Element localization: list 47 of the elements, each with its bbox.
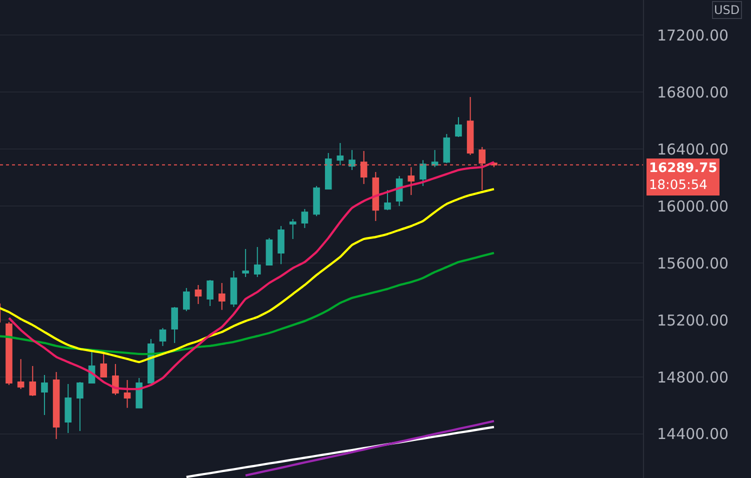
candlestick	[372, 172, 380, 222]
line-series	[8, 160, 496, 390]
text: USD	[714, 3, 740, 17]
candlestick	[324, 152, 332, 190]
ref-line-label: 16289.75	[649, 161, 718, 176]
candlestick	[254, 246, 261, 278]
y-tick-label: 14800.00	[657, 368, 729, 386]
y-tick-label: 15200.00	[657, 311, 729, 330]
candlestick	[420, 160, 426, 187]
y-tick-label: 14400.00	[657, 425, 729, 444]
candlestick	[64, 384, 72, 434]
candlestick	[301, 208, 308, 229]
candlestick	[313, 186, 320, 217]
candlestick	[29, 366, 36, 396]
candlestick	[17, 358, 24, 390]
candlestick	[76, 382, 84, 432]
candlestick	[171, 306, 178, 344]
candlestick	[443, 134, 450, 164]
candlestick	[242, 248, 249, 278]
candlestick	[348, 149, 356, 171]
candlestick	[206, 280, 214, 306]
y-tick-label: 16800.00	[657, 83, 729, 102]
candlestick	[466, 96, 474, 156]
line-series	[185, 426, 496, 478]
y-tick-label: 16400.00	[657, 140, 729, 158]
text: 18:05:54	[649, 178, 708, 193]
candlestick	[336, 142, 344, 166]
candlestick	[6, 322, 12, 386]
candlestick	[183, 288, 190, 312]
candlestick	[41, 374, 48, 416]
candlestick	[52, 372, 60, 440]
candlestick	[218, 282, 226, 310]
y-tick-label: 17200.00	[657, 26, 729, 44]
candlestick	[266, 238, 273, 266]
candlestick	[194, 284, 202, 304]
candlestick	[289, 218, 296, 240]
candlestick	[278, 226, 284, 265]
candlestick	[431, 149, 438, 168]
y-tick-label: 15600.00	[657, 254, 729, 272]
candlestick	[124, 380, 131, 408]
y-tick-label: 16000.00	[657, 197, 729, 216]
line-series	[244, 420, 496, 477]
candlestick	[384, 190, 391, 211]
candlestick	[455, 116, 462, 138]
candlestick	[159, 328, 166, 346]
candlestick	[136, 378, 142, 408]
candlestick	[230, 270, 238, 308]
